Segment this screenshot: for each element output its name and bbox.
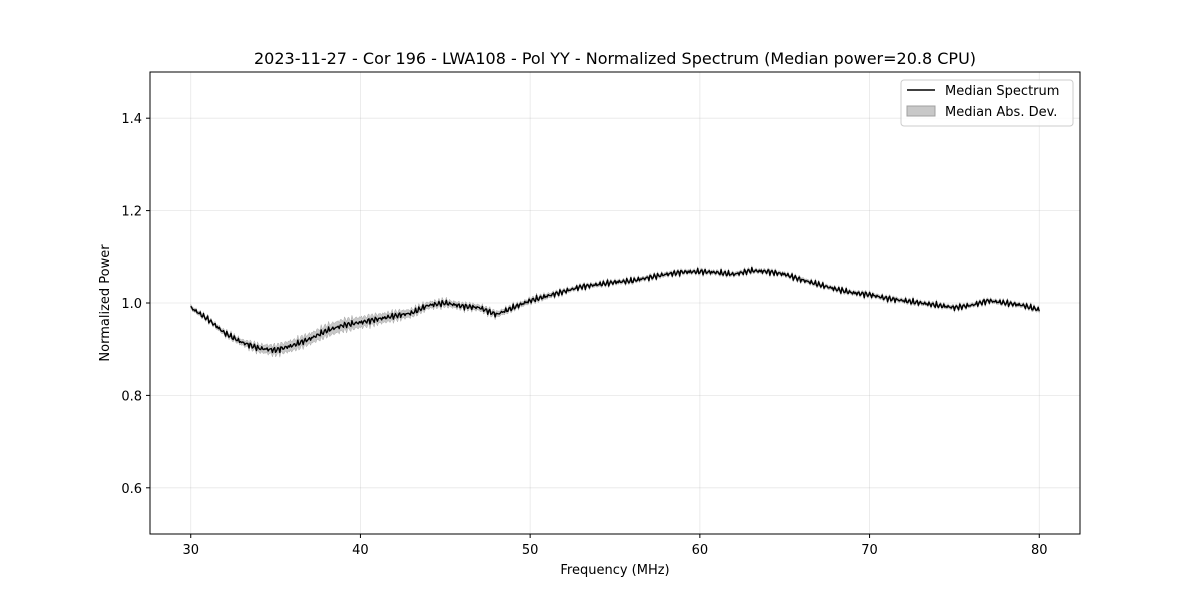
legend-box [900,79,1074,127]
median-spectrum-line [190,266,1040,354]
y-tick-label: 1.2 [121,205,142,220]
x-ticks: 30 40 50 60 70 80 [182,534,1048,558]
x-tick-label: 30 [182,543,199,558]
legend: Median Spectrum Median Abs. Dev. [900,79,1074,127]
x-tick-label: 70 [861,543,878,558]
chart-title: 2023-11-27 - Cor 196 - LWA108 - Pol YY -… [254,49,976,68]
y-tick-label: 0.8 [121,389,142,404]
y-tick-label: 0.6 [121,482,142,497]
y-axis-label: Normalized Power [98,244,113,362]
mad-band-layer [190,265,1040,358]
legend-entry-median-spectrum: Median Spectrum [945,84,1059,99]
y-tick-label: 1.0 [121,297,142,312]
x-tick-label: 50 [522,543,539,558]
x-tick-label: 60 [692,543,709,558]
x-tick-label: 40 [352,543,369,558]
y-ticks: 0.6 0.8 1.0 1.2 1.4 [121,112,150,497]
y-tick-label: 1.4 [121,112,142,127]
x-tick-label: 80 [1031,543,1048,558]
mad-band [190,265,1040,358]
legend-entry-median-abs-dev: Median Abs. Dev. [945,105,1057,120]
x-axis-label: Frequency (MHz) [560,563,669,578]
median-line-layer [190,266,1040,354]
legend-band-swatch [906,105,936,117]
